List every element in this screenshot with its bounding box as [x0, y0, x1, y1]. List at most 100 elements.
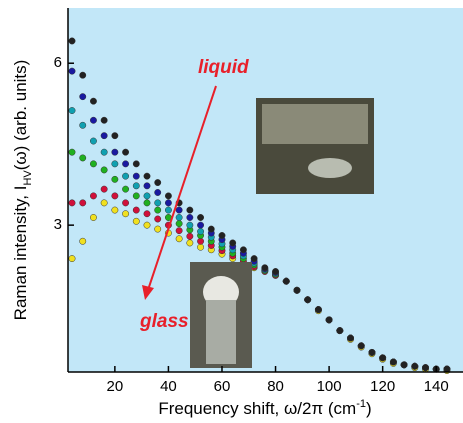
photo-detail: [262, 104, 368, 144]
arrow: [147, 85, 217, 291]
data-point: [272, 268, 279, 275]
data-point: [68, 107, 76, 114]
x-tick-label: 140: [424, 378, 449, 395]
data-point: [154, 225, 162, 233]
x-axis-label-part: -1: [356, 398, 366, 410]
data-point: [164, 199, 172, 207]
y-tick-label: 3: [54, 216, 62, 233]
data-point: [79, 237, 87, 245]
data-point: [197, 243, 205, 251]
data-point: [175, 227, 183, 235]
data-point: [154, 199, 162, 207]
data-point: [132, 206, 140, 214]
data-point: [175, 214, 183, 221]
data-point: [143, 172, 151, 180]
data-point: [111, 148, 119, 156]
data-point: [400, 361, 408, 369]
data-point: [89, 97, 97, 105]
annotation: liquid: [198, 57, 249, 78]
data-point: [68, 199, 76, 207]
x-axis-label-part: Frequency shift, ω/2π (cm: [158, 399, 356, 418]
data-point: [100, 166, 108, 174]
data-point: [197, 221, 205, 229]
data-point: [79, 199, 87, 207]
data-point: [143, 210, 151, 218]
data-point: [122, 172, 130, 180]
data-point: [111, 192, 119, 200]
data-point: [218, 232, 226, 239]
x-tick-label: 100: [317, 378, 342, 395]
data-point: [122, 210, 130, 218]
y-axis-label-part: HV: [22, 170, 34, 186]
x-tick-label: 60: [214, 378, 231, 395]
data-point: [122, 199, 130, 207]
data-point: [68, 67, 76, 75]
data-point: [89, 137, 97, 145]
data-point: [122, 148, 130, 156]
data-point: [164, 192, 172, 200]
photo-detail: [206, 300, 236, 364]
data-point: [250, 255, 258, 263]
data-point: [314, 306, 322, 314]
data-point: [100, 148, 108, 156]
data-point: [132, 217, 140, 225]
data-point: [79, 71, 87, 79]
data-point: [336, 327, 344, 335]
data-point: [261, 264, 269, 272]
data-point: [89, 214, 97, 221]
data-point: [347, 334, 354, 342]
data-point: [100, 185, 108, 193]
data-point: [357, 342, 365, 350]
data-point: [175, 220, 183, 228]
annotation: glass: [139, 311, 189, 332]
data-point: [132, 192, 140, 200]
data-point: [143, 182, 151, 190]
data-point: [79, 121, 87, 129]
x-axis-label-part: ): [366, 399, 372, 418]
data-point: [282, 277, 290, 285]
data-point: [89, 116, 97, 124]
data-point: [79, 93, 87, 101]
data-point: [100, 132, 108, 140]
data-point: [68, 148, 76, 156]
x-tick-label: 40: [160, 378, 177, 395]
data-point: [132, 182, 140, 190]
data-point: [186, 221, 194, 229]
y-axis-label-part: (ω) (arb. units): [11, 60, 30, 171]
data-point: [325, 316, 333, 324]
data-point: [186, 206, 194, 214]
data-point: [89, 160, 97, 168]
data-point: [186, 239, 194, 247]
data-point: [154, 215, 162, 223]
data-point: [154, 206, 162, 214]
data-point: [122, 185, 130, 193]
x-tick-label: 120: [370, 378, 395, 395]
photo-detail: [308, 158, 352, 178]
data-point: [132, 160, 140, 168]
data-point: [68, 37, 76, 45]
data-point: [239, 246, 247, 254]
data-point: [143, 199, 151, 207]
data-point: [122, 160, 130, 168]
data-point: [111, 206, 119, 214]
data-point: [411, 362, 419, 370]
data-point: [111, 132, 119, 140]
data-point: [175, 235, 183, 243]
data-point: [197, 228, 205, 235]
data-point: [154, 189, 162, 196]
data-point: [186, 214, 194, 221]
data-point: [154, 179, 162, 187]
data-point: [164, 206, 172, 214]
data-point: [132, 172, 140, 180]
data-point: [197, 214, 205, 221]
data-point: [368, 348, 376, 356]
data-point: [379, 354, 387, 362]
data-point: [229, 239, 237, 247]
y-axis-label-part: Raman intensity, I: [11, 186, 30, 321]
y-axis-label: Raman intensity, IHV(ω) (arb. units): [11, 60, 33, 321]
data-point: [89, 192, 97, 200]
data-point: [111, 175, 119, 183]
data-point: [422, 364, 429, 372]
data-point: [111, 160, 119, 168]
